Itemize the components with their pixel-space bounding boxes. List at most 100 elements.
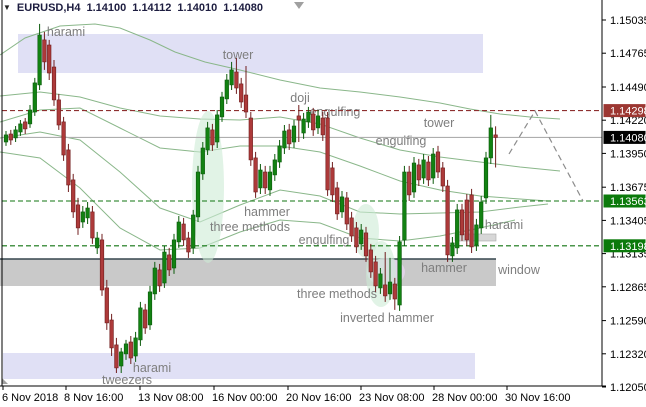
- candle-body-bear: [181, 223, 186, 241]
- upper-consolidation-band: [18, 34, 483, 73]
- annotation-hammer[interactable]: hammer: [244, 205, 290, 219]
- annotation-three-methods[interactable]: three methods: [210, 220, 290, 234]
- candle-body-bear: [47, 44, 52, 74]
- quote-high: 1.14112: [132, 2, 172, 14]
- candle-body-bear: [109, 319, 114, 349]
- candle-body-bear: [128, 341, 133, 359]
- candle-body-bear: [469, 194, 474, 248]
- candle-body-bear: [104, 287, 109, 324]
- annotation-doji[interactable]: doji: [290, 91, 309, 105]
- annotation-tower[interactable]: tower: [424, 116, 455, 130]
- candle-body-bear: [42, 39, 47, 63]
- time-label: 16 Nov 00:00: [212, 392, 277, 404]
- candle-body-bull: [133, 337, 138, 357]
- candle-body-bull: [152, 267, 157, 295]
- candle-body-bull: [258, 169, 263, 189]
- dropdown-triangle-icon[interactable]: ▼: [3, 3, 11, 12]
- candle-body-bull: [13, 129, 18, 139]
- candle-body-bear: [253, 157, 258, 193]
- candle-body-bull: [37, 34, 42, 86]
- annotation-harami[interactable]: harami: [47, 25, 85, 39]
- candle-body-bull: [411, 162, 417, 193]
- quote-open: 1.14100: [86, 2, 127, 14]
- candle-body-bear: [392, 283, 397, 300]
- candle-body-bear: [407, 171, 412, 196]
- price-label-highlighted: 1.14080: [610, 132, 646, 144]
- candle-body-bear: [287, 129, 292, 145]
- candle-body-bear: [311, 113, 316, 131]
- candle-body-bull: [431, 153, 436, 179]
- candle-body-bull: [205, 127, 210, 151]
- time-label: 20 Nov 16:00: [286, 392, 351, 404]
- ma-band-lines: [0, 23, 561, 251]
- time-label: 23 Nov 08:00: [359, 392, 424, 404]
- candle-body-bull: [80, 211, 85, 223]
- price-label-box: [603, 130, 646, 144]
- annotation-window[interactable]: window: [497, 263, 541, 277]
- candle-body-bear: [66, 149, 71, 186]
- candle-body-bear: [464, 199, 469, 241]
- candle-body-bear: [75, 204, 81, 229]
- annotation-engulfing[interactable]: engulfing: [299, 233, 350, 247]
- price-label-box: [603, 194, 646, 208]
- candle-body-bull: [224, 79, 229, 100]
- candle-body-bear: [143, 309, 148, 329]
- price-label: 1.12590: [610, 316, 646, 328]
- annotation-three-methods[interactable]: three methods: [297, 287, 377, 301]
- projection-zigzag[interactable]: [508, 109, 584, 202]
- price-label: 1.12865: [610, 282, 646, 294]
- candle-body-bull: [27, 109, 33, 125]
- candle-body-bear: [354, 227, 359, 248]
- candle-body-bull: [282, 130, 287, 149]
- ma-line-5: [0, 151, 516, 251]
- candle-body-bull: [455, 209, 460, 249]
- time-label: 28 Nov 00:00: [432, 392, 497, 404]
- candle-body-bear: [493, 134, 498, 138]
- chart-title-bar: ▼ EURUSD,H4 1.14100 1.14112 1.14010 1.14…: [3, 2, 263, 14]
- candle-body-bear: [90, 211, 95, 239]
- candle-body-bull: [421, 159, 426, 179]
- candle-body-bear: [23, 121, 28, 130]
- candle-body-bull: [3, 134, 9, 143]
- candle-body-bull: [200, 147, 205, 175]
- candle-body-bull: [95, 237, 100, 249]
- annotation-hammer[interactable]: hammer: [421, 261, 467, 275]
- candle-body-bear: [243, 94, 249, 113]
- time-axis-labels: 6 Nov 2018 8 Nov 16:00 13 Nov 08:00 16 Nov …: [2, 386, 570, 404]
- chart-shift-marker-icon[interactable]: [294, 2, 304, 9]
- annotation-tweezers[interactable]: tweezers: [102, 373, 152, 387]
- highlight-green-1: [192, 111, 224, 263]
- price-label-box: [603, 104, 646, 118]
- annotation-tower[interactable]: tower: [223, 48, 254, 62]
- price-label: 1.13675: [610, 182, 646, 194]
- candle-body-bear: [325, 117, 330, 191]
- candle-body-bear: [56, 99, 61, 126]
- candle-body-bull: [215, 114, 220, 143]
- annotation-harami[interactable]: harami: [133, 361, 171, 375]
- annotation-inverted-hammer[interactable]: inverted hammer: [340, 311, 434, 325]
- lower-consolidation-band: [3, 353, 475, 379]
- candle-body-bear: [51, 66, 57, 101]
- annotation-engulfing[interactable]: engulfing: [376, 134, 427, 148]
- candle-body-bull: [195, 171, 201, 218]
- price-label-box: [603, 239, 646, 253]
- candle-body-bear: [114, 344, 119, 369]
- candle-body-bear: [335, 187, 340, 215]
- candle-body-bull: [176, 221, 181, 243]
- candle-body-bull: [229, 69, 234, 86]
- candle-body-bull: [378, 273, 383, 289]
- candle-body-bull: [18, 123, 23, 133]
- price-label-highlighted: 1.13198: [610, 241, 646, 253]
- candle-body-bull: [191, 214, 196, 249]
- annotation-harami[interactable]: harami: [485, 218, 523, 232]
- time-label: 13 Nov 08:00: [138, 392, 203, 404]
- candle-body-bull: [85, 207, 90, 219]
- time-label: 8 Nov 16:00: [64, 392, 123, 404]
- candle-body-bull: [479, 201, 484, 229]
- candle-body-bull: [162, 251, 167, 284]
- candle-body-bull: [291, 125, 297, 143]
- candle-body-bear: [363, 232, 369, 257]
- candle-body-bear: [99, 239, 105, 291]
